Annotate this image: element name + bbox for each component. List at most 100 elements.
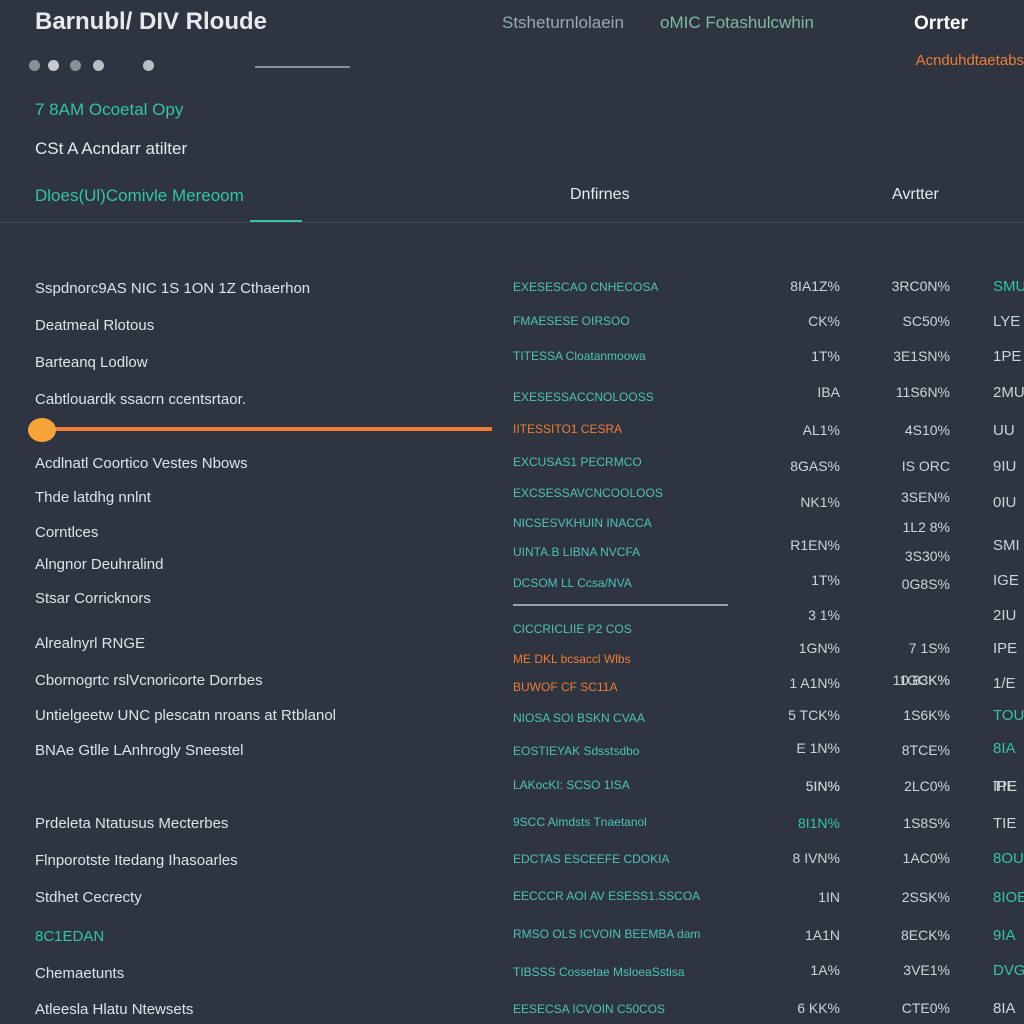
row-value: 8IOE xyxy=(993,889,1024,906)
row-value: 9IU xyxy=(993,458,1017,475)
slider-thumb[interactable] xyxy=(28,418,56,442)
row-code: RMSO OLS ICVOIN BEEMBA dam xyxy=(513,927,701,941)
row-value: TIE xyxy=(993,778,1017,795)
row-code: EOSTIEYAK Sdsstsdbo xyxy=(513,744,640,758)
dot xyxy=(143,60,154,71)
row-value: 8I1N% xyxy=(797,815,840,831)
row-value: 8IA xyxy=(993,1000,1016,1017)
dot xyxy=(29,60,40,71)
row-label: Chemaetunts xyxy=(35,965,125,982)
row-code: EXCSESSAVCNCOOLOOS xyxy=(513,486,663,500)
row-code: EXESESCAO CNHECOSA xyxy=(513,280,659,294)
row-value: 3RC0N% xyxy=(891,278,950,294)
row-code: FMAESESE OIRSOO xyxy=(513,314,630,328)
row-value: IGE xyxy=(993,572,1019,589)
row-value: 1L2 8% xyxy=(902,519,950,535)
row-value: IBA xyxy=(817,384,840,400)
row-value: 3 1% xyxy=(808,607,840,623)
row-label: Sspdnorc9AS NIC 1S 1ON 1Z Cthaerhon xyxy=(35,280,311,297)
row-value: 3S30% xyxy=(904,548,950,564)
row-value: CK% xyxy=(808,313,840,329)
tab-indicator xyxy=(250,220,302,222)
row-value: DVG xyxy=(993,962,1024,979)
row-value: 1 A1N% xyxy=(789,675,840,691)
row-code: CICCRICLIIE P2 COS xyxy=(513,622,632,636)
row-value: 6 KK% xyxy=(797,1000,840,1016)
dot xyxy=(93,60,104,71)
row-label: BNAe Gtlle LAnhrogly Sneestel xyxy=(35,742,244,759)
row-value: IS ORC xyxy=(901,458,950,474)
row-value: AL1% xyxy=(802,422,840,438)
row-label: Thde latdhg nnlnt xyxy=(35,489,151,506)
row-value: SMI xyxy=(993,537,1020,554)
row-label: Stsar Corricknors xyxy=(35,590,151,607)
nav-item[interactable]: Stsheturnlolaein xyxy=(502,13,624,32)
row-value: 1A% xyxy=(810,962,840,978)
row-code: UINTA.B LIBNA NVCFA xyxy=(513,545,641,559)
row-value: 1GN% xyxy=(798,640,840,656)
row-value: 9IA xyxy=(993,927,1016,944)
divider xyxy=(0,222,1024,223)
row-value: TOU xyxy=(993,707,1024,724)
row-value: 8OU xyxy=(993,850,1024,867)
row-value: 0IU xyxy=(993,494,1017,511)
row-value: 1T% xyxy=(811,348,840,364)
action-link[interactable]: Acnduhdtaetabs xyxy=(915,52,1024,69)
row-value: 2SSK% xyxy=(901,889,950,905)
row-code: EESECSA ICVOIN C50COS xyxy=(513,1002,666,1016)
row-value: 1AC0% xyxy=(902,850,950,866)
nav-item[interactable]: oMIC Fotashulcwhin xyxy=(660,13,815,32)
row-code: NIOSA SOI BSKN CVAA xyxy=(513,711,645,725)
row-code: EXCUSAS1 PECRMCO xyxy=(513,455,642,469)
row-value: 3SEN% xyxy=(900,489,950,505)
row-code: LAKocKI: SCSO 1ISA xyxy=(513,778,630,792)
row-label: 8C1EDAN xyxy=(35,928,105,945)
row-value: 5IN% xyxy=(805,778,840,794)
tab[interactable]: Dnfirnes xyxy=(570,186,630,203)
row-code: TIBSSS Cossetae MsloeaSstisa xyxy=(513,965,685,979)
row-label: Barteanq Lodlow xyxy=(35,354,148,371)
row-value: 4S10% xyxy=(904,422,950,438)
row-value: 8TCE% xyxy=(901,742,950,758)
row-value: 1IN xyxy=(818,889,840,905)
row-label: Prdeleta Ntatusus Mecterbes xyxy=(35,815,229,832)
row-value: R1EN% xyxy=(790,537,840,553)
row-value: 7 1S% xyxy=(908,640,950,656)
row-value: 3E1SN% xyxy=(893,348,950,364)
summary-line: CSt A Acndarr atilter xyxy=(35,139,188,158)
row-code: IITESSITO1 CESRA xyxy=(513,422,623,436)
divider xyxy=(255,66,350,68)
row-value: 3VE1% xyxy=(903,962,950,978)
row-value: 8GAS% xyxy=(790,458,840,474)
row-code: NICSESVKHUIN INACCA xyxy=(513,516,652,530)
row-label: Untielgeetw UNC plescatn nroans at Rtbla… xyxy=(35,707,336,724)
row-value: 2LC0% xyxy=(904,778,950,794)
app-title: Barnubl/ DIV Rloude xyxy=(35,8,268,35)
row-value: 1A1N xyxy=(804,927,840,943)
row-value: 8ECK% xyxy=(900,927,950,943)
row-label: Cabtlouardk ssacrn ccentsrtaor. xyxy=(35,391,246,408)
tab[interactable]: Dloes(Ul)Comivle Mereoom xyxy=(35,186,244,205)
row-code: 9SCC Aimdsts Tnaetanol xyxy=(513,815,647,829)
row-value: CTE0% xyxy=(901,1000,950,1016)
row-value: 2IU xyxy=(993,607,1017,624)
row-value: 1T% xyxy=(811,572,840,588)
row-value: SC50% xyxy=(902,313,950,329)
row-value: IPE xyxy=(993,778,1018,795)
row-code: ME DKL bcsaccl Wlbs xyxy=(513,652,631,666)
row-value: 11S6N% xyxy=(895,384,950,400)
row-value: SMU xyxy=(993,278,1024,295)
row-label: Corntlces xyxy=(35,524,99,541)
row-value: 2MU xyxy=(993,384,1024,401)
row-code: DCSOM LL Ccsa/NVA xyxy=(513,576,632,590)
row-value: 5IN% xyxy=(805,778,840,794)
summary-line: 7 8AM Ocoetal Opy xyxy=(35,100,184,119)
slider-track xyxy=(30,427,492,431)
row-value: 8 IVN% xyxy=(792,850,840,866)
nav-item[interactable]: Orrter xyxy=(914,13,968,34)
row-label: Acdlnatl Coortico Vestes Nbows xyxy=(35,455,248,472)
row-code: TITESSA Cloatanmoowa xyxy=(513,349,646,363)
row-label: Flnporotste Itedang Ihasoarles xyxy=(35,852,238,869)
tab[interactable]: Avrtter xyxy=(892,186,939,203)
row-code: BUWOF CF SC11A xyxy=(513,680,618,694)
